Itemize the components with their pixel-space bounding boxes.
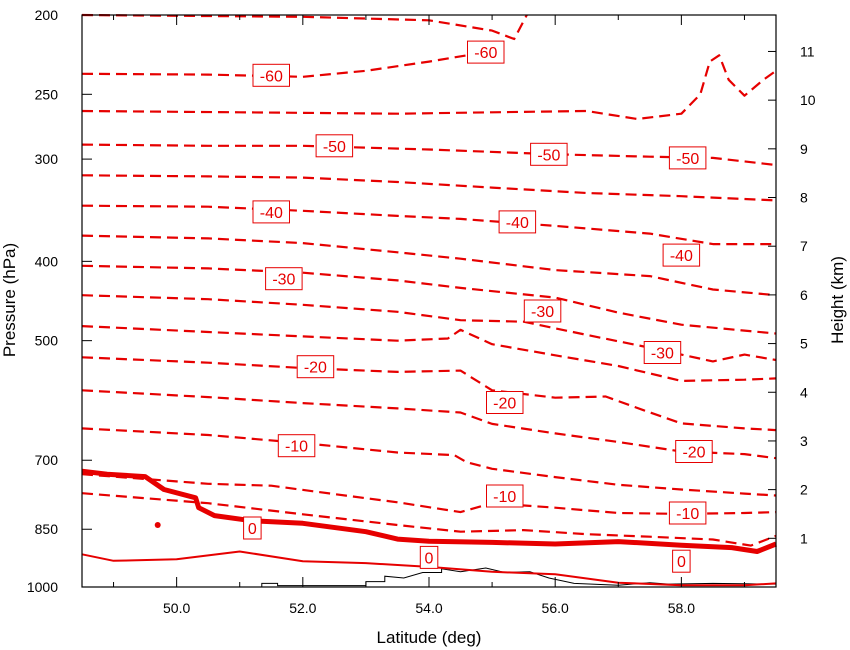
contour-label-box [498, 210, 537, 234]
contour-label: -20 [493, 396, 516, 413]
y-tick-label-right: 10 [800, 92, 816, 108]
contour-label: -20 [682, 445, 705, 462]
contour-label-box [672, 549, 691, 573]
contour-label: -10 [676, 506, 699, 523]
y-tick-label-right: 4 [800, 384, 808, 400]
isotherm-line [81, 264, 777, 335]
contour-label-box [675, 440, 713, 463]
y-tick-label-right: 8 [800, 190, 808, 206]
contour-label: 0 [425, 550, 434, 567]
contour-label: -50 [323, 139, 346, 156]
isotherm-line [81, 389, 777, 460]
contour-label-box [252, 200, 290, 224]
y-tick-label-right: 5 [800, 336, 808, 352]
y-tick-label-left: 200 [35, 7, 59, 23]
y-tick-label-right: 3 [800, 433, 808, 449]
isotherm-line [81, 325, 777, 382]
contour-label-box [467, 40, 505, 64]
x-tick-label: 50.0 [163, 600, 190, 616]
contour-label-box [252, 63, 290, 87]
x-tick-label: 56.0 [542, 600, 569, 616]
y-tick-label-left: 850 [35, 521, 59, 537]
contour-label-box [486, 484, 524, 508]
contour-label: -50 [537, 147, 560, 164]
isotherm-lines [81, 13, 777, 587]
contour-label: -60 [260, 68, 283, 85]
contour-label: -40 [260, 205, 283, 222]
y-tick-label-right: 6 [800, 287, 808, 303]
x-axis-title: Latitude (deg) [377, 628, 482, 647]
contour-label-box [662, 243, 701, 267]
contour-label-box [668, 146, 707, 170]
y-tick-label-left: 500 [35, 333, 59, 349]
contour-label-box [296, 355, 335, 379]
y-tick-label-right: 11 [800, 43, 815, 59]
contour-label: -10 [285, 439, 308, 456]
isotherm-line [81, 427, 777, 497]
y-tick-label-right: 7 [800, 238, 808, 254]
isotherm-line [81, 492, 777, 547]
contour-label: -40 [506, 215, 529, 232]
contour-label-box [315, 134, 354, 158]
isotherm-line [81, 294, 777, 363]
y-tick-label-left: 700 [35, 452, 59, 468]
contour-label-box [277, 434, 316, 458]
isolated-point [154, 522, 161, 529]
contour-label-box [419, 545, 439, 569]
y-tick-label-right: 9 [800, 141, 808, 157]
contour-label: -10 [493, 489, 516, 506]
contour-label: 0 [677, 554, 686, 571]
y-axis-title-right: Height (km) [828, 256, 847, 344]
isotherm-line [81, 356, 777, 432]
y-axis-title-left: Pressure (hPa) [0, 243, 19, 357]
contour-label-box [486, 391, 524, 414]
contour-label-box [243, 516, 262, 540]
y-tick-label-left: 1000 [27, 579, 58, 595]
y-tick-label-left: 250 [35, 86, 59, 102]
isotherm-line [81, 234, 777, 297]
y-tick-label-left: 300 [35, 151, 59, 167]
contour-label-box [643, 341, 682, 364]
y-tick-label-right: 2 [800, 482, 808, 498]
x-tick-label: 58.0 [668, 600, 695, 616]
contour-label-box [530, 142, 568, 166]
contour-label: -50 [676, 151, 699, 168]
contour-label-box [265, 267, 303, 291]
y-tick-label-left: 400 [35, 253, 59, 269]
x-tick-label: 54.0 [415, 600, 442, 616]
contour-label: -20 [304, 360, 327, 377]
contour-label-box [523, 299, 562, 323]
axis-ticks: 50.0 52.0 54.0 56.0 58.020025030040050070085… [27, 7, 816, 616]
isotherm-line [81, 468, 777, 554]
isotherm-line [81, 204, 776, 246]
contour-label: -40 [670, 248, 693, 265]
y-tick-label-right: 1 [800, 530, 808, 546]
contour-label: -30 [651, 346, 674, 363]
x-tick-label: 52.0 [289, 600, 316, 616]
isotherm-line [81, 13, 528, 41]
isotherm-line [81, 174, 777, 202]
contour-labels: -60 -60 -50 -50 -50 -40 -40 -40 -30 -30 -30 -20 -20 -… [243, 40, 713, 573]
isotherm-line [81, 54, 777, 121]
contour-label: -60 [474, 45, 497, 62]
contour-label: 0 [248, 521, 257, 538]
contour-label: -30 [272, 272, 295, 289]
isotherm-line [81, 54, 468, 78]
contour-label-box [668, 501, 707, 525]
contour-label: -30 [531, 304, 554, 321]
